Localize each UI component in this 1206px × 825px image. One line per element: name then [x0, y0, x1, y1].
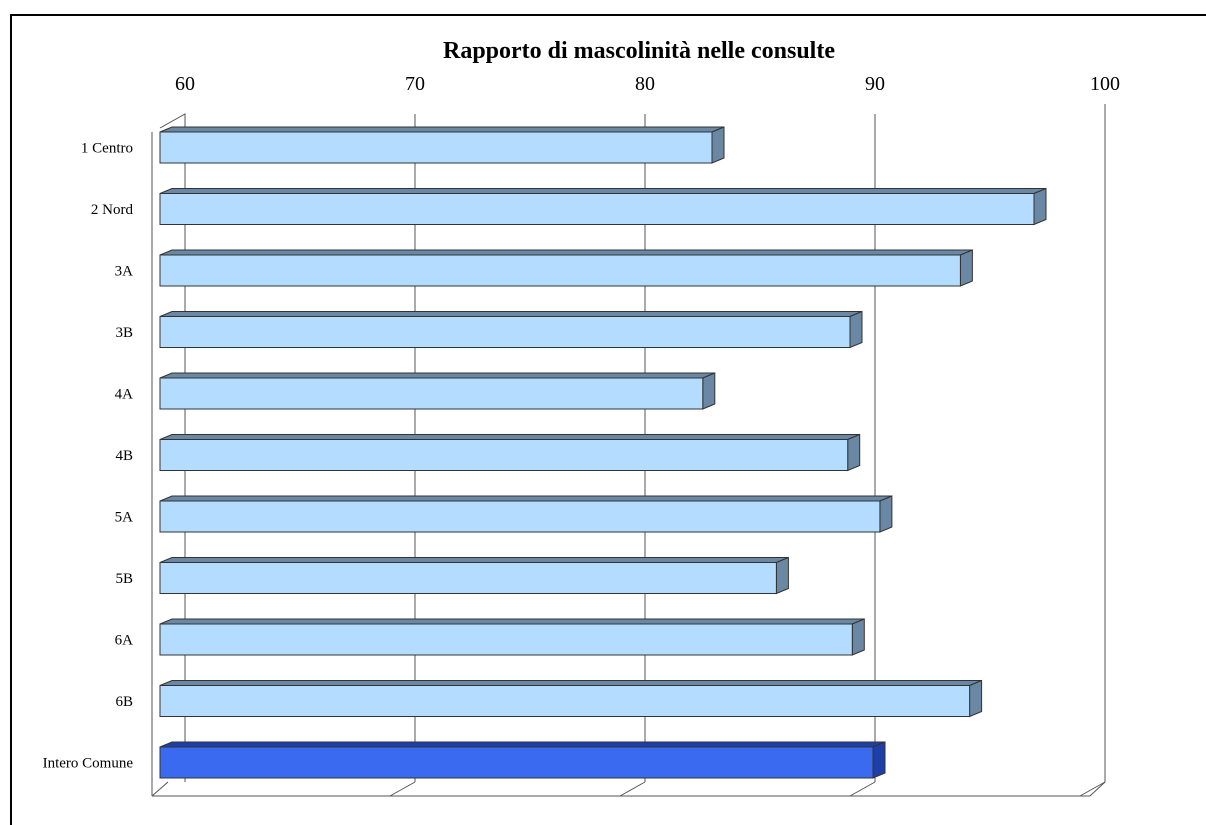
bar-top-face: [159, 188, 1047, 194]
x-tick-label: 100: [1090, 73, 1120, 95]
category-label: 3B: [115, 325, 133, 341]
bar-side-face: [1033, 187, 1047, 226]
tick-labels: 60 70 80 90 100: [175, 73, 1120, 95]
category-label: 5B: [115, 571, 133, 587]
category-label: 2 Nord: [91, 202, 134, 218]
bar: [159, 495, 893, 533]
bar-front-face: [159, 746, 874, 779]
bar-top-face: [159, 249, 973, 256]
bar: [159, 310, 863, 349]
bar: [159, 372, 716, 410]
x-tick-label: 60: [175, 73, 195, 95]
bar-side-face: [959, 249, 973, 287]
category-label: 4B: [115, 448, 133, 464]
x-tick-label: 70: [405, 73, 425, 95]
floor-gridline: [1079, 781, 1106, 797]
bar: [159, 556, 789, 595]
bar-side-face: [702, 372, 716, 410]
right-wall: [1089, 104, 1106, 797]
bar-front-face: [159, 254, 961, 287]
category-label: 5A: [115, 510, 134, 526]
bar: [159, 741, 886, 779]
bar-front-face: [159, 623, 853, 656]
bar-side-face: [711, 126, 725, 164]
bar-front-face: [159, 439, 849, 471]
chart-frame: [10, 14, 1206, 825]
category-label: 4A: [115, 387, 134, 403]
bar: [159, 679, 983, 718]
bar-top-face: [159, 372, 715, 379]
category-label: 6B: [115, 694, 133, 710]
bar-front-face: [159, 562, 777, 594]
bar-side-face: [849, 310, 863, 349]
category-label: 6A: [115, 633, 134, 649]
bar-top-face: [159, 557, 789, 563]
bar-front-face: [159, 316, 851, 348]
bar-top-face: [159, 126, 725, 133]
bar-side-face: [969, 679, 983, 718]
bar-side-face: [872, 741, 886, 779]
bar-side-face: [775, 556, 789, 595]
bar-top-face: [159, 311, 863, 317]
x-tick-label: 90: [865, 73, 885, 95]
bar-front-face: [159, 377, 704, 410]
floor-gridline: [619, 781, 646, 797]
bar: [159, 187, 1047, 226]
bar-front-face: [159, 193, 1035, 225]
bar-front-face: [159, 131, 713, 164]
bar: [159, 433, 861, 472]
x-tick-label: 80: [635, 73, 655, 95]
category-label: 3A: [115, 264, 134, 280]
floor-left-edge: [151, 781, 169, 797]
category-labels: 1 Centro 2 Nord 3A 3B 4A 4B 5A 5B 6A 6B Intero Com…: [43, 141, 134, 772]
bar-top-face: [159, 495, 893, 502]
bar-front-face: [159, 685, 971, 717]
bar-top-face: [159, 434, 860, 440]
bar-front-face: [159, 500, 881, 533]
bar-side-face: [879, 495, 893, 533]
bar: [159, 249, 973, 287]
bars: [159, 126, 1047, 779]
bar-top-face: [159, 618, 865, 625]
category-label: Intero Comune: [43, 756, 134, 772]
bar-side-face: [851, 618, 865, 656]
chart-title: Rapporto di mascolinità nelle consulte: [443, 38, 835, 64]
bar-side-face: [847, 433, 861, 472]
bar-top-face: [159, 741, 886, 748]
floor-gridline: [849, 781, 876, 797]
category-label: 1 Centro: [81, 141, 133, 157]
bar: [159, 618, 865, 656]
bar-top-face: [159, 680, 982, 686]
floor-gridline: [389, 781, 416, 797]
bar: [159, 126, 725, 164]
